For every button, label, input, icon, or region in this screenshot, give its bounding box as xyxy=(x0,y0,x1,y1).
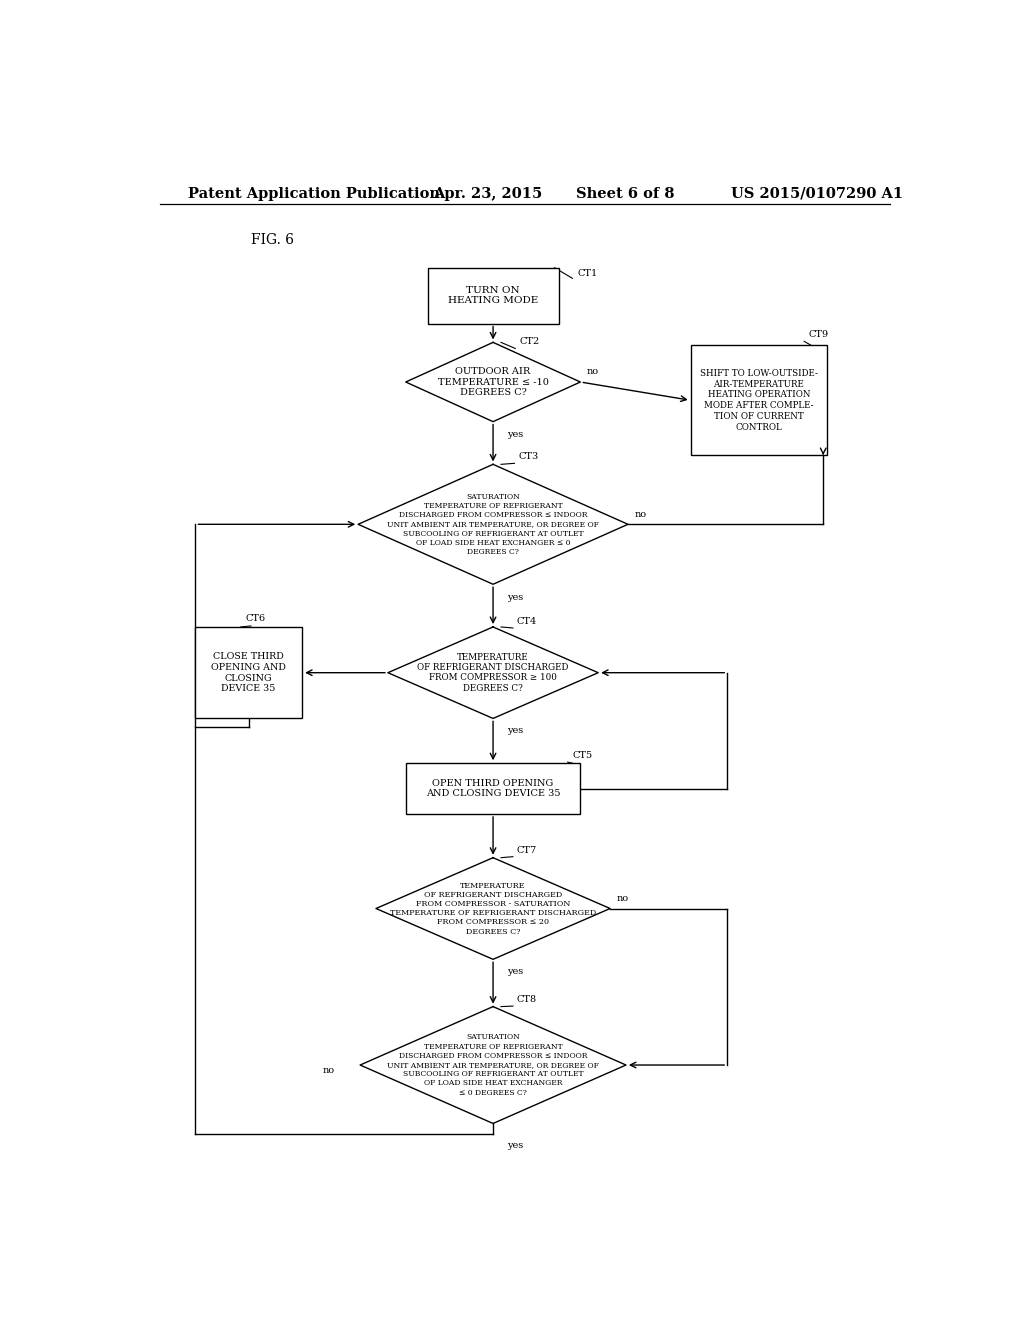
Text: CT2: CT2 xyxy=(519,338,540,346)
Text: Sheet 6 of 8: Sheet 6 of 8 xyxy=(577,187,675,201)
FancyBboxPatch shape xyxy=(195,627,302,718)
Polygon shape xyxy=(360,1007,626,1123)
Text: OUTDOOR AIR
TEMPERATURE ≤ -10
DEGREES C?: OUTDOOR AIR TEMPERATURE ≤ -10 DEGREES C? xyxy=(437,367,549,397)
FancyBboxPatch shape xyxy=(406,763,581,814)
Text: SATURATION
TEMPERATURE OF REFRIGERANT
DISCHARGED FROM COMPRESSOR ≤ INDOOR
UNIT A: SATURATION TEMPERATURE OF REFRIGERANT DI… xyxy=(387,492,599,556)
Text: OPEN THIRD OPENING
AND CLOSING DEVICE 35: OPEN THIRD OPENING AND CLOSING DEVICE 35 xyxy=(426,779,560,799)
Text: CT7: CT7 xyxy=(517,846,538,854)
Text: no: no xyxy=(616,894,629,903)
Text: yes: yes xyxy=(507,430,523,440)
Polygon shape xyxy=(376,858,610,960)
Polygon shape xyxy=(358,465,628,585)
Text: CT3: CT3 xyxy=(518,453,539,461)
Text: yes: yes xyxy=(507,593,523,602)
Text: SATURATION
TEMPERATURE OF REFRIGERANT
DISCHARGED FROM COMPRESSOR ≤ INDOOR
UNIT A: SATURATION TEMPERATURE OF REFRIGERANT DI… xyxy=(387,1034,599,1097)
Text: yes: yes xyxy=(507,1142,523,1150)
Text: CT1: CT1 xyxy=(578,269,598,279)
Text: CT8: CT8 xyxy=(517,995,537,1005)
Text: no: no xyxy=(587,367,599,376)
Text: CT9: CT9 xyxy=(809,330,829,339)
Text: TEMPERATURE
OF REFRIGERANT DISCHARGED
FROM COMPRESSOR ≥ 100
DEGREES C?: TEMPERATURE OF REFRIGERANT DISCHARGED FR… xyxy=(418,652,568,693)
FancyBboxPatch shape xyxy=(428,268,558,323)
Text: CLOSE THIRD
OPENING AND
CLOSING
DEVICE 35: CLOSE THIRD OPENING AND CLOSING DEVICE 3… xyxy=(211,652,286,693)
Text: no: no xyxy=(634,510,646,519)
Text: FIG. 6: FIG. 6 xyxy=(251,232,294,247)
Text: CT4: CT4 xyxy=(517,616,538,626)
Text: CT5: CT5 xyxy=(572,751,593,760)
Text: TURN ON
HEATING MODE: TURN ON HEATING MODE xyxy=(447,285,539,305)
Text: no: no xyxy=(323,1065,335,1074)
Text: SHIFT TO LOW-OUTSIDE-
AIR-TEMPERATURE
HEATING OPERATION
MODE AFTER COMPLE-
TION : SHIFT TO LOW-OUTSIDE- AIR-TEMPERATURE HE… xyxy=(700,368,818,432)
Polygon shape xyxy=(406,342,581,421)
Polygon shape xyxy=(388,627,598,718)
Text: yes: yes xyxy=(507,968,523,975)
Text: CT6: CT6 xyxy=(246,614,265,623)
Text: Apr. 23, 2015: Apr. 23, 2015 xyxy=(433,187,543,201)
Text: Patent Application Publication: Patent Application Publication xyxy=(187,187,439,201)
Text: yes: yes xyxy=(507,726,523,735)
Text: TEMPERATURE
OF REFRIGERANT DISCHARGED
FROM COMPRESSOR - SATURATION
TEMPERATURE O: TEMPERATURE OF REFRIGERANT DISCHARGED FR… xyxy=(390,882,596,936)
Text: US 2015/0107290 A1: US 2015/0107290 A1 xyxy=(731,187,903,201)
FancyBboxPatch shape xyxy=(690,346,827,455)
